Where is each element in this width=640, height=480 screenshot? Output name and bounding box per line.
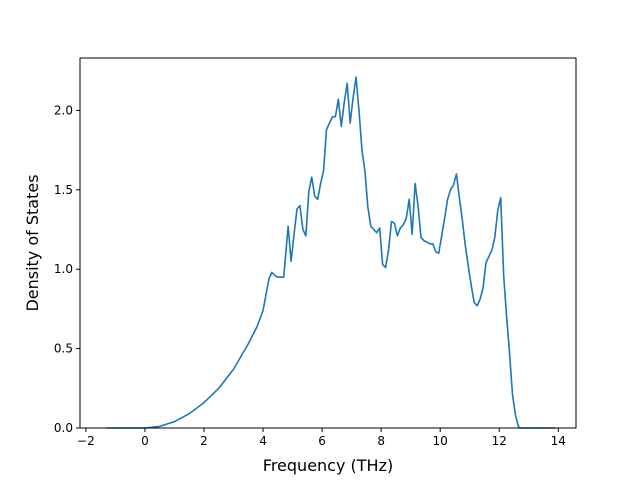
x-tick-label: 6 bbox=[318, 434, 326, 448]
y-tick-label: 2.0 bbox=[54, 103, 73, 117]
x-tick-label: −2 bbox=[77, 434, 95, 448]
y-tick-label: 0.0 bbox=[54, 421, 73, 435]
y-tick-label: 1.5 bbox=[54, 183, 73, 197]
x-tick-label: 10 bbox=[433, 434, 448, 448]
x-axis-label: Frequency (THz) bbox=[263, 456, 393, 475]
x-tick-label: 14 bbox=[551, 434, 566, 448]
x-tick-label: 12 bbox=[492, 434, 507, 448]
x-tick-label: 2 bbox=[200, 434, 208, 448]
y-tick-label: 0.5 bbox=[54, 342, 73, 356]
plot-frame bbox=[79, 57, 577, 429]
x-tick-label: 8 bbox=[377, 434, 385, 448]
y-tick-label: 1.0 bbox=[54, 262, 73, 276]
series-layer bbox=[106, 76, 556, 429]
y-axis-ticks: 0.0 0.5 1.0 1.5 2.0 bbox=[54, 103, 80, 435]
x-tick-label: 4 bbox=[259, 434, 267, 448]
series-line-0 bbox=[106, 76, 556, 429]
x-tick-label: 0 bbox=[141, 434, 149, 448]
y-axis-label: Density of States bbox=[23, 174, 42, 311]
x-axis-ticks: −2 0 2 4 6 8 10 12 14 bbox=[77, 428, 566, 448]
